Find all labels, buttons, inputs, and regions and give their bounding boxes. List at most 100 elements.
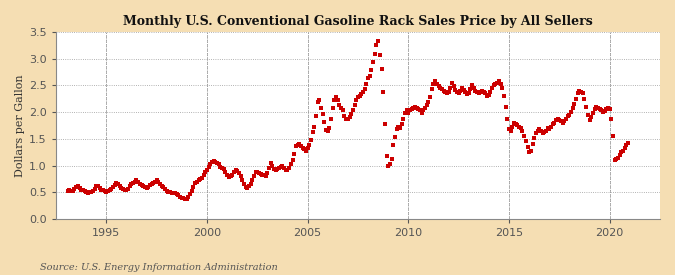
Point — [252, 170, 263, 174]
Point — [193, 178, 204, 183]
Point — [234, 171, 244, 175]
Point — [141, 186, 152, 190]
Point — [623, 141, 634, 145]
Point — [225, 174, 236, 178]
Point — [447, 81, 458, 85]
Point — [524, 150, 535, 154]
Point — [354, 94, 365, 98]
Point — [210, 160, 221, 164]
Point — [383, 163, 394, 168]
Point — [101, 189, 111, 194]
Point — [130, 179, 140, 184]
Point — [140, 185, 151, 189]
Point — [611, 157, 622, 161]
Point — [275, 164, 286, 169]
Point — [547, 122, 558, 126]
Point — [466, 83, 477, 87]
Point — [480, 91, 491, 96]
Point — [389, 135, 400, 139]
Point — [458, 87, 469, 92]
Point — [254, 171, 265, 175]
Point — [279, 166, 290, 170]
Point — [570, 97, 581, 101]
Point — [534, 127, 545, 131]
Title: Monthly U.S. Conventional Gasoline Rack Sales Price by All Sellers: Monthly U.S. Conventional Gasoline Rack … — [123, 15, 593, 28]
Point — [465, 87, 476, 91]
Point — [300, 148, 311, 153]
Point — [580, 104, 591, 109]
Point — [319, 120, 330, 124]
Point — [559, 119, 570, 123]
Point — [84, 190, 95, 194]
Point — [510, 122, 521, 126]
Point — [281, 168, 292, 172]
Point — [82, 191, 93, 195]
Point — [509, 120, 520, 125]
Point — [344, 115, 355, 120]
Point — [255, 171, 266, 176]
Point — [342, 116, 353, 121]
Point — [594, 107, 605, 112]
Point — [119, 187, 130, 192]
Point — [562, 114, 573, 119]
Point — [404, 108, 415, 113]
Point — [183, 194, 194, 199]
Point — [269, 167, 279, 172]
Point — [499, 94, 510, 98]
Point — [158, 185, 169, 189]
Point — [168, 191, 179, 196]
Point — [304, 143, 315, 147]
Point — [205, 162, 216, 167]
Point — [450, 87, 460, 92]
Point — [423, 100, 434, 105]
Point — [128, 180, 138, 185]
Point — [95, 186, 105, 190]
Point — [97, 188, 108, 192]
Point — [247, 178, 258, 183]
Point — [72, 184, 83, 189]
Point — [443, 90, 454, 94]
Point — [96, 187, 107, 192]
Point — [574, 89, 585, 93]
Point — [89, 186, 100, 191]
Point — [610, 158, 620, 163]
Point — [462, 92, 472, 97]
Point — [448, 84, 459, 89]
Point — [396, 122, 407, 126]
Point — [175, 194, 186, 199]
Point — [542, 126, 553, 130]
Point — [317, 111, 328, 116]
Point — [91, 184, 102, 188]
Text: Source: U.S. Energy Information Administration: Source: U.S. Energy Information Administ… — [40, 263, 278, 272]
Point — [531, 131, 541, 136]
Point — [221, 172, 232, 177]
Point — [271, 168, 281, 172]
Point — [452, 90, 462, 94]
Point — [369, 52, 380, 57]
Point — [230, 168, 241, 172]
Point — [126, 182, 137, 186]
Point — [532, 129, 543, 133]
Point — [410, 104, 421, 109]
Point — [518, 134, 529, 138]
Point — [500, 104, 511, 109]
Point — [482, 94, 493, 98]
Point — [92, 184, 103, 188]
Point — [87, 188, 98, 193]
Point — [79, 189, 90, 193]
Point — [457, 86, 468, 90]
Point — [477, 89, 487, 93]
Point — [597, 110, 608, 114]
Point — [618, 148, 628, 153]
Point — [309, 125, 320, 129]
Point — [62, 189, 73, 193]
Point — [411, 106, 422, 110]
Point — [215, 164, 226, 169]
Point — [514, 125, 524, 129]
Point — [324, 126, 335, 130]
Point — [599, 109, 610, 113]
Point — [64, 188, 75, 192]
Point — [123, 186, 134, 191]
Point — [332, 98, 343, 102]
Point — [593, 106, 603, 110]
